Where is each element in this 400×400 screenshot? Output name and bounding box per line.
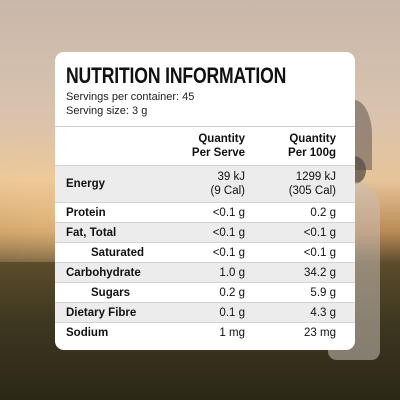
table-row-energy: Energy 39 kJ (9 Cal) 1299 kJ (305 Cal)	[55, 165, 355, 202]
row-label: Protein	[66, 206, 106, 219]
column-header-per-100g: Quantity Per 100g	[288, 133, 336, 159]
row-label: Sugars	[91, 286, 130, 299]
table-row-carbohydrate: Carbohydrate 1.0 g 34.2 g	[55, 262, 355, 282]
per-serve-value: 39 kJ (9 Cal)	[210, 171, 245, 197]
panel-title: NUTRITION INFORMATION	[66, 63, 287, 88]
per-serve-value: <0.1 g	[212, 226, 245, 239]
table-row-dietary-fibre: Dietary Fibre 0.1 g 4.3 g	[55, 302, 355, 322]
table-row-fat-total: Fat, Total <0.1 g <0.1 g	[55, 222, 355, 242]
nutrition-panel: NUTRITION INFORMATION Servings per conta…	[55, 52, 355, 350]
per-100g-value: 34.2 g	[304, 266, 336, 279]
per-serve-value: <0.1 g	[212, 246, 245, 259]
per-serve-value: 0.2 g	[219, 286, 245, 299]
servings-per-container: Servings per container: 45	[66, 91, 195, 103]
row-label: Fat, Total	[66, 226, 117, 239]
per-100g-value: <0.1 g	[303, 246, 336, 259]
serving-size: Serving size: 3 g	[66, 105, 148, 117]
row-label: Sodium	[66, 326, 109, 339]
row-label: Energy	[66, 178, 105, 190]
per-100g-value: <0.1 g	[303, 226, 336, 239]
per-serve-value: <0.1 g	[212, 206, 245, 219]
per-100g-value: 4.3 g	[310, 306, 336, 319]
table-row-sugars: Sugars 0.2 g 5.9 g	[55, 282, 355, 302]
per-serve-value: 1.0 g	[219, 266, 245, 279]
table-row-sodium: Sodium 1 mg 23 mg	[55, 322, 355, 342]
column-header-per-serve: Quantity Per Serve	[191, 133, 245, 159]
per-100g-value: 0.2 g	[310, 206, 336, 219]
table-row-saturated: Saturated <0.1 g <0.1 g	[55, 242, 355, 262]
per-serve-value: 1 mg	[219, 326, 245, 339]
per-100g-value: 23 mg	[304, 326, 336, 339]
table-row-protein: Protein <0.1 g 0.2 g	[55, 202, 355, 222]
row-label: Carbohydrate	[66, 266, 141, 279]
table-header: Quantity Per Serve Quantity Per 100g	[55, 126, 355, 165]
row-label: Saturated	[91, 246, 145, 259]
per-100g-value: 5.9 g	[310, 286, 336, 299]
per-serve-value: 0.1 g	[219, 306, 245, 319]
per-100g-value: 1299 kJ (305 Cal)	[288, 171, 336, 197]
row-label: Dietary Fibre	[66, 306, 137, 319]
